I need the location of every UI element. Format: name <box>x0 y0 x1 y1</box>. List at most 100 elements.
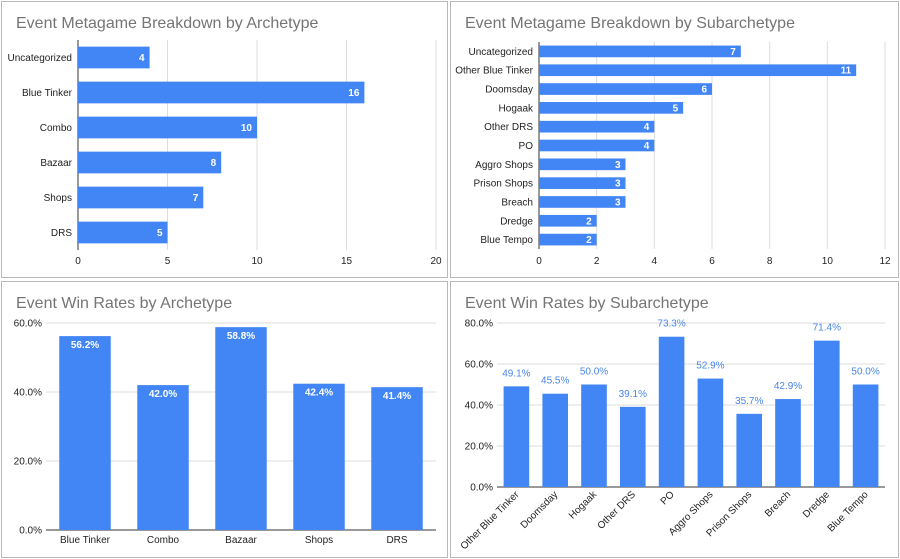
category-label: Dredge <box>500 216 533 227</box>
category-label: Breach <box>501 197 533 208</box>
category-label: Aggro Shops <box>475 160 533 171</box>
y-tick-label: 80.0% <box>465 319 493 330</box>
bar-doomsday <box>542 393 569 487</box>
category-label: Other DRS <box>484 122 533 133</box>
category-label: DRS <box>386 535 407 546</box>
data-label: 50.0% <box>851 367 879 378</box>
category-label: Dredge <box>801 489 832 520</box>
bar-blue-tempo <box>852 384 879 487</box>
data-label: 39.1% <box>619 389 647 400</box>
category-label: Blue Tinker <box>60 535 111 546</box>
category-label: Shops <box>305 535 333 546</box>
bar-bazaar <box>78 151 222 174</box>
bar-other-blue-tinker <box>503 386 530 487</box>
category-label: Uncategorized <box>8 53 72 64</box>
x-tick-label: 8 <box>767 256 773 267</box>
y-tick-label: 60.0% <box>14 319 42 330</box>
data-label: 56.2% <box>71 340 99 351</box>
y-tick-label: 20.0% <box>465 442 493 453</box>
chart-title: Event Metagame Breakdown by Subarchetype <box>465 15 795 32</box>
bar-prison-shops <box>539 177 626 189</box>
data-label: 49.1% <box>502 368 530 379</box>
y-tick-label: 40.0% <box>465 401 493 412</box>
data-label: 3 <box>615 160 621 171</box>
data-label: 7 <box>730 47 736 58</box>
data-label: 11 <box>841 66 852 77</box>
category-label: Breach <box>763 489 793 519</box>
category-label: Combo <box>147 535 180 546</box>
x-tick-label: 6 <box>709 256 715 267</box>
bar-dredge <box>539 214 597 227</box>
data-label: 42.0% <box>149 389 177 400</box>
category-label: Other Blue Tinker <box>459 489 522 552</box>
category-label: Other Blue Tinker <box>455 66 533 77</box>
bar-uncategorized <box>78 46 150 69</box>
category-label: Doomsday <box>485 85 533 96</box>
chart-subarchetype-breakdown: Event Metagame Breakdown by Subarchetype… <box>455 15 891 267</box>
x-tick-label: 10 <box>822 256 834 267</box>
bar-other-drs <box>619 406 646 487</box>
bar-shops <box>293 383 345 530</box>
data-label: 8 <box>211 158 217 169</box>
bar-po <box>658 336 685 487</box>
bar-doomsday <box>539 83 712 95</box>
category-label: Hogaak <box>499 103 534 114</box>
x-tick-label: 2 <box>594 256 600 267</box>
data-label: 73.3% <box>657 319 685 330</box>
y-tick-label: 0.0% <box>470 483 493 494</box>
category-label: PO <box>519 141 534 152</box>
data-label: 2 <box>586 235 592 246</box>
bar-uncategorized <box>539 45 741 58</box>
data-label: 71.4% <box>813 323 841 334</box>
category-label: Bazaar <box>225 535 257 546</box>
data-label: 16 <box>348 88 360 99</box>
data-label: 7 <box>193 193 199 204</box>
chart-title: Event Win Rates by Subarchetype <box>465 295 709 312</box>
bar-aggro-shops <box>697 378 724 487</box>
category-label: Doomsday <box>519 489 561 531</box>
bar-breach <box>539 196 626 208</box>
category-label: Bazaar <box>40 158 72 169</box>
category-label: Blue Tempo <box>826 489 871 534</box>
chart-archetype-breakdown: Event Metagame Breakdown by Archetype 0 5 1… <box>8 15 442 267</box>
category-label: Prison Shops <box>474 179 533 190</box>
x-tick-label: 5 <box>165 256 171 267</box>
y-tick-label: 20.0% <box>14 457 42 468</box>
panel-subarchetype-winrates: Event Win Rates by Subarchetype 0.0% 20.0%… <box>450 281 899 558</box>
bar-other-drs <box>539 120 655 133</box>
chart-title: Event Win Rates by Archetype <box>16 295 232 312</box>
data-label: 42.9% <box>774 381 802 392</box>
bar-drs <box>371 387 423 530</box>
panel-archetype-breakdown: Event Metagame Breakdown by Archetype 0 5 1… <box>1 1 448 278</box>
bar-aggro-shops <box>539 158 626 171</box>
data-label: 3 <box>615 197 621 208</box>
data-label: 52.9% <box>696 361 724 372</box>
bar-bazaar <box>215 327 267 530</box>
data-label: 5 <box>673 103 679 114</box>
x-tick-label: 12 <box>879 256 891 267</box>
data-label: 4 <box>644 141 650 152</box>
y-tick-label: 0.0% <box>19 526 42 537</box>
bar-combo <box>78 116 257 139</box>
chart-subarchetype-winrates: Event Win Rates by Subarchetype 0.0% 20.0%… <box>459 295 885 552</box>
panel-subarchetype-breakdown: Event Metagame Breakdown by Subarchetype… <box>450 1 899 278</box>
data-label: 3 <box>615 179 621 190</box>
x-tick-label: 4 <box>652 256 658 267</box>
category-label: Shops <box>44 193 72 204</box>
data-label: 4 <box>644 122 650 133</box>
bar-shops <box>78 186 204 209</box>
data-label: 45.5% <box>541 376 569 387</box>
data-label: 5 <box>157 228 163 239</box>
data-label: 50.0% <box>580 367 608 378</box>
x-tick-label: 0 <box>75 256 81 267</box>
data-label: 10 <box>241 123 253 134</box>
data-label: 41.4% <box>383 391 411 402</box>
bar-breach <box>775 399 801 487</box>
bar-blue-tinker <box>59 336 111 530</box>
y-tick-label: 60.0% <box>465 360 493 371</box>
bar-po <box>539 139 655 152</box>
chart-title: Event Metagame Breakdown by Archetype <box>16 15 318 32</box>
chart-archetype-winrates: Event Win Rates by Archetype 0.0% 20.0% 40.… <box>14 295 436 546</box>
category-label: PO <box>659 489 677 507</box>
x-tick-label: 0 <box>536 256 542 267</box>
